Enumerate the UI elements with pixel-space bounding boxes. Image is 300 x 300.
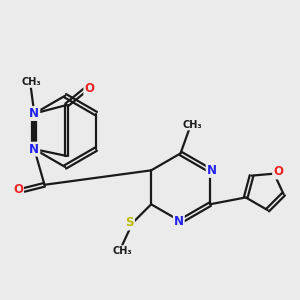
Text: CH₃: CH₃ [183, 120, 202, 130]
Text: N: N [174, 215, 184, 228]
Text: O: O [13, 183, 23, 196]
Text: CH₃: CH₃ [112, 246, 132, 256]
Text: O: O [84, 82, 94, 94]
Text: CH₃: CH₃ [21, 77, 41, 87]
Text: N: N [29, 107, 39, 120]
Text: N: N [207, 164, 217, 177]
Text: S: S [125, 217, 134, 230]
Text: O: O [273, 166, 283, 178]
Text: N: N [29, 143, 39, 156]
